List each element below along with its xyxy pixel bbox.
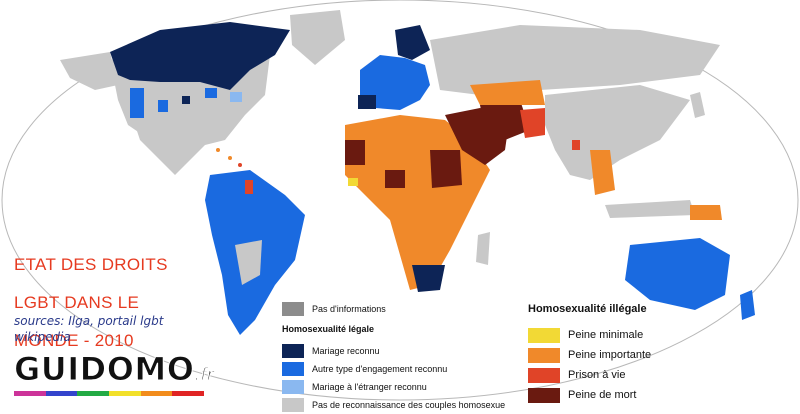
legend-swatch bbox=[528, 367, 560, 383]
legend-item: Pas de reconnaissance des couples homose… bbox=[282, 396, 505, 414]
region-us-state bbox=[205, 88, 217, 98]
region-island bbox=[216, 148, 220, 152]
region-mexico bbox=[135, 125, 185, 175]
region-guyana bbox=[245, 180, 253, 194]
sources-note: sources: Ilga, portail lgbt wikipedia bbox=[14, 313, 163, 345]
region-south-america-grey bbox=[235, 240, 262, 285]
map-title: ETAT DES DROITS LGBT DANS LE MONDE - 201… bbox=[14, 236, 168, 369]
brand-stripe-segment bbox=[14, 391, 46, 396]
legend-illegal-heading: Homosexualité illégale bbox=[528, 303, 647, 315]
legend-label: Pas d'informations bbox=[312, 304, 386, 314]
legend-item: Mariage à l'étranger reconnu bbox=[282, 378, 505, 396]
region-us-state bbox=[130, 88, 144, 118]
region-central-asia bbox=[470, 80, 545, 105]
region-west-africa bbox=[348, 178, 358, 186]
region-island bbox=[238, 163, 242, 167]
legend-label: Prison à vie bbox=[568, 369, 626, 381]
map-title-line: ETAT DES DROITS bbox=[14, 255, 168, 274]
legend-label: Mariage à l'étranger reconnu bbox=[312, 382, 427, 392]
region-scandinavia bbox=[395, 25, 430, 60]
brand-stripe-segment bbox=[109, 391, 141, 396]
region-canada bbox=[110, 22, 290, 90]
legend-label: Peine minimale bbox=[568, 329, 644, 341]
region-indonesia bbox=[605, 200, 695, 218]
legend-label: Mariage reconnu bbox=[312, 346, 380, 356]
region-greenland bbox=[290, 10, 345, 65]
region-new-zealand bbox=[740, 290, 755, 320]
region-japan bbox=[690, 92, 705, 118]
legend-legal-heading: Homosexualité légale bbox=[282, 324, 375, 334]
region-europe bbox=[360, 55, 430, 110]
legend-label: Autre type d'engagement reconnu bbox=[312, 364, 448, 374]
region-russia bbox=[430, 25, 720, 95]
legend-label: Peine de mort bbox=[568, 389, 637, 401]
brand-stripe-segment bbox=[77, 391, 110, 396]
map-title-line: LGBT DANS LE bbox=[14, 293, 140, 312]
brand-stripe bbox=[14, 391, 205, 396]
region-us-state bbox=[182, 96, 190, 104]
region-island bbox=[228, 156, 232, 160]
region-australia bbox=[625, 238, 730, 310]
legend-swatch bbox=[282, 380, 304, 394]
region-nigeria bbox=[385, 170, 405, 188]
legend-swatch bbox=[528, 347, 560, 363]
region-se-asia bbox=[590, 150, 615, 195]
region-madagascar bbox=[476, 232, 490, 265]
brand-name: GUIDOMO bbox=[13, 350, 195, 389]
legend-item: Mariage reconnu bbox=[282, 342, 505, 360]
brand-stripe-segment bbox=[172, 391, 205, 396]
legend-swatch bbox=[282, 398, 304, 412]
region-sudan bbox=[430, 150, 462, 188]
region-png bbox=[690, 205, 722, 220]
region-pakistan bbox=[520, 108, 545, 138]
region-iran bbox=[480, 100, 530, 140]
legend-swatch bbox=[528, 387, 560, 403]
legend-item-no-info: Pas d'informations bbox=[282, 300, 386, 318]
brand-logo: GUIDOMO.fr bbox=[13, 350, 215, 389]
region-us-state bbox=[158, 100, 168, 112]
region-south-africa bbox=[412, 265, 445, 292]
legend-item: Autre type d'engagement reconnu bbox=[282, 360, 505, 378]
legend-item: Peine minimale bbox=[528, 325, 788, 345]
brand-stripe-segment bbox=[140, 391, 173, 396]
map-title-line: MONDE - 2010 bbox=[14, 331, 134, 350]
sources-line: sources: Ilga, portail lgbt bbox=[14, 314, 164, 328]
region-us-state bbox=[230, 92, 242, 102]
region-spain bbox=[358, 95, 376, 109]
region-alaska bbox=[60, 52, 118, 90]
legend-label: Pas de reconnaissance des couples homose… bbox=[312, 400, 506, 410]
legend-swatch bbox=[528, 327, 560, 343]
legend-item: Peine importante bbox=[528, 345, 788, 365]
legend-legal-list: Mariage reconnu Autre type d'engagement … bbox=[282, 342, 505, 414]
legend-swatch bbox=[282, 344, 304, 358]
region-asia bbox=[545, 85, 690, 180]
legend-item: Peine de mort bbox=[528, 385, 788, 405]
brand-suffix: .fr bbox=[194, 365, 215, 386]
legend-item: Prison à vie bbox=[528, 365, 788, 385]
legend-label: Peine importante bbox=[568, 349, 652, 361]
legend-swatch bbox=[282, 302, 304, 316]
legend-illegal: Homosexualité illégale Peine minimale Pe… bbox=[528, 303, 788, 405]
brand-stripe-segment bbox=[45, 391, 78, 396]
region-bangladesh bbox=[572, 140, 580, 150]
sources-line: wikipedia bbox=[14, 330, 71, 344]
region-mauritania bbox=[345, 140, 365, 165]
legend-swatch bbox=[282, 362, 304, 376]
